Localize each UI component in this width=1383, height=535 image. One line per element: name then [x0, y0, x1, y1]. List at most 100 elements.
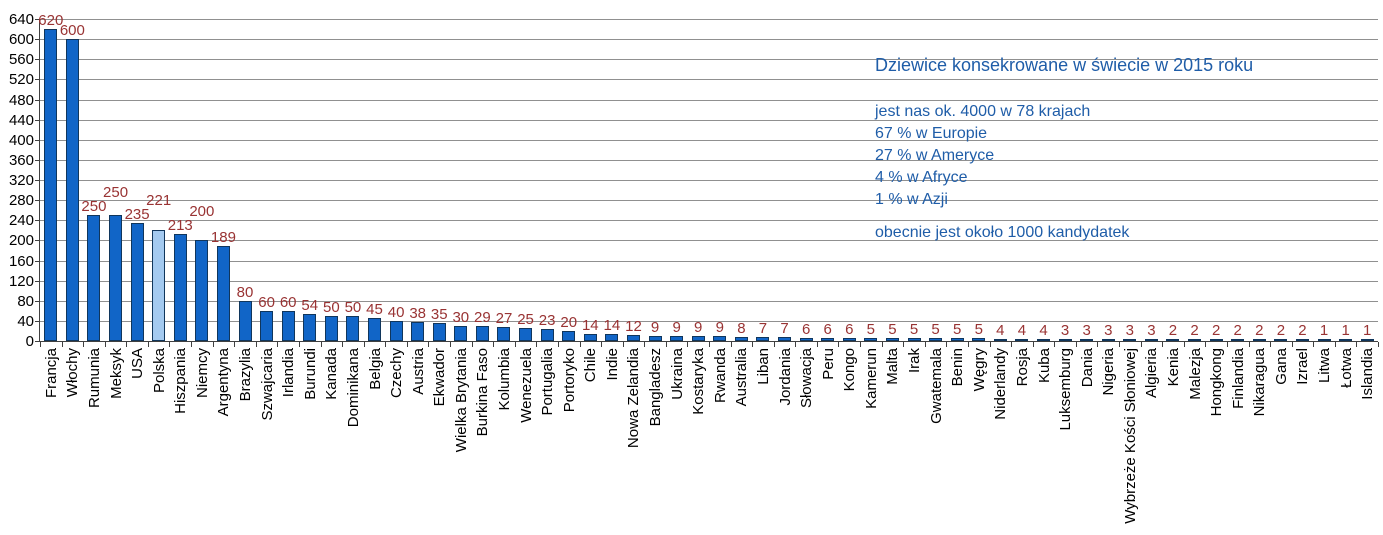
bar-value-label: 8: [737, 320, 746, 337]
x-axis-label: Czechy: [388, 348, 406, 399]
bar: [1058, 339, 1072, 341]
y-axis-tick: [35, 260, 39, 262]
x-axis-tick: [579, 342, 581, 347]
x-axis-label: Algieria: [1143, 348, 1161, 399]
x-axis-label: Węgry: [970, 348, 988, 392]
y-axis-tick: [35, 180, 39, 181]
bar-value-label: 7: [780, 320, 789, 337]
x-axis-tick: [1334, 342, 1336, 347]
y-axis-tick: [35, 39, 39, 41]
gridline: [40, 39, 1378, 41]
x-axis-tick: [126, 342, 128, 347]
y-axis-label: 360: [8, 151, 34, 169]
bar-value-label: 4: [1039, 322, 1048, 339]
bar: [519, 328, 533, 341]
x-axis-tick: [924, 342, 926, 347]
annotation-note: obecnie jest około 1000 kandydatek: [875, 224, 1130, 241]
x-axis-tick: [773, 342, 775, 347]
x-axis-tick: [1248, 342, 1250, 347]
y-axis-tick: [35, 240, 39, 242]
x-axis-label: Meksyk: [107, 348, 125, 399]
x-axis-tick: [989, 342, 991, 347]
x-axis-tick: [1183, 342, 1185, 347]
x-axis-line: [39, 341, 1378, 342]
x-axis-label: Słowacja: [798, 348, 816, 409]
bar: [670, 336, 684, 341]
gridline: [40, 220, 1378, 222]
bar-value-label: 54: [301, 297, 319, 314]
x-axis-label: Finlandia: [1229, 348, 1247, 409]
bar-value-label: 14: [581, 317, 599, 334]
x-axis-label: Malezja: [1186, 348, 1204, 400]
bar-value-label: 40: [387, 304, 405, 321]
x-axis-tick: [752, 342, 754, 347]
x-axis-label: Niemcy: [193, 348, 211, 399]
bar-value-label: 250: [81, 198, 107, 215]
bar-value-label: 27: [495, 310, 513, 327]
bar-value-label: 9: [650, 319, 660, 336]
x-axis-tick: [234, 342, 236, 347]
bar-value-label: 3: [1082, 322, 1091, 339]
y-axis-tick: [35, 119, 39, 121]
bar: [713, 336, 727, 341]
x-axis-tick: [169, 342, 171, 347]
x-axis-tick: [1270, 342, 1272, 347]
bar: [950, 338, 964, 341]
bar-value-label: 3: [1147, 322, 1156, 339]
x-axis-tick: [946, 342, 948, 347]
y-axis-line: [39, 19, 40, 342]
bar-value-label: 9: [715, 319, 724, 336]
bar-value-label: 6: [823, 321, 832, 338]
x-axis-tick: [277, 342, 279, 347]
bar: [1015, 339, 1029, 341]
x-axis-tick: [1032, 342, 1034, 347]
bar: [799, 338, 813, 341]
x-axis-tick: [967, 342, 969, 347]
y-axis-label: 80: [17, 292, 34, 310]
gridline: [40, 260, 1378, 262]
bar-value-label: 50: [322, 299, 340, 316]
x-axis-label: Liban: [754, 348, 772, 385]
bar-value-label: 235: [124, 206, 150, 223]
bar: [993, 339, 1007, 341]
x-axis-label: Litwa: [1316, 348, 1334, 384]
x-axis-tick: [903, 342, 905, 347]
annotation-line: 1 % w Azji: [875, 191, 948, 208]
x-axis-label: Peru: [819, 348, 837, 380]
bar: [238, 301, 252, 341]
y-axis-label: 600: [8, 31, 34, 49]
x-axis-label: Nigeria: [1100, 348, 1118, 396]
bar: [324, 316, 338, 341]
bar: [497, 327, 511, 341]
bar-value-label: 2: [1211, 322, 1221, 339]
bar-value-label: 35: [430, 306, 448, 323]
x-axis-tick: [687, 342, 689, 347]
y-axis-label: 240: [8, 212, 34, 230]
x-axis-label: Dominikana: [344, 348, 362, 428]
x-axis-tick: [83, 342, 85, 347]
bar: [281, 311, 295, 341]
bar: [1360, 339, 1374, 341]
bar: [885, 338, 899, 341]
x-axis-tick: [255, 342, 257, 347]
x-axis-label: Brazylia: [237, 348, 255, 402]
x-axis-label: Malta: [884, 348, 902, 385]
x-axis-label: Burundi: [301, 348, 319, 400]
bar: [1231, 339, 1245, 341]
bar-value-label: 2: [1233, 322, 1242, 339]
x-axis-tick: [1356, 342, 1358, 347]
gridline: [40, 159, 1378, 161]
bar: [842, 338, 856, 341]
x-axis-label: Islandia: [1359, 348, 1377, 400]
bar-value-label: 4: [996, 322, 1005, 339]
x-axis-tick: [1378, 342, 1379, 347]
y-axis-label: 40: [17, 312, 34, 330]
annotation-block: Dziewice konsekrowane w świecie w 2015 r…: [875, 55, 1253, 244]
bar: [346, 316, 360, 341]
bar-value-label: 30: [452, 309, 470, 326]
x-axis-label: Gana: [1272, 348, 1290, 385]
x-axis-label: Hongkong: [1208, 348, 1226, 417]
x-axis-label: Luksemburg: [1057, 348, 1075, 431]
x-axis-label: Gwatemala: [927, 348, 945, 424]
x-axis-tick: [406, 342, 408, 347]
